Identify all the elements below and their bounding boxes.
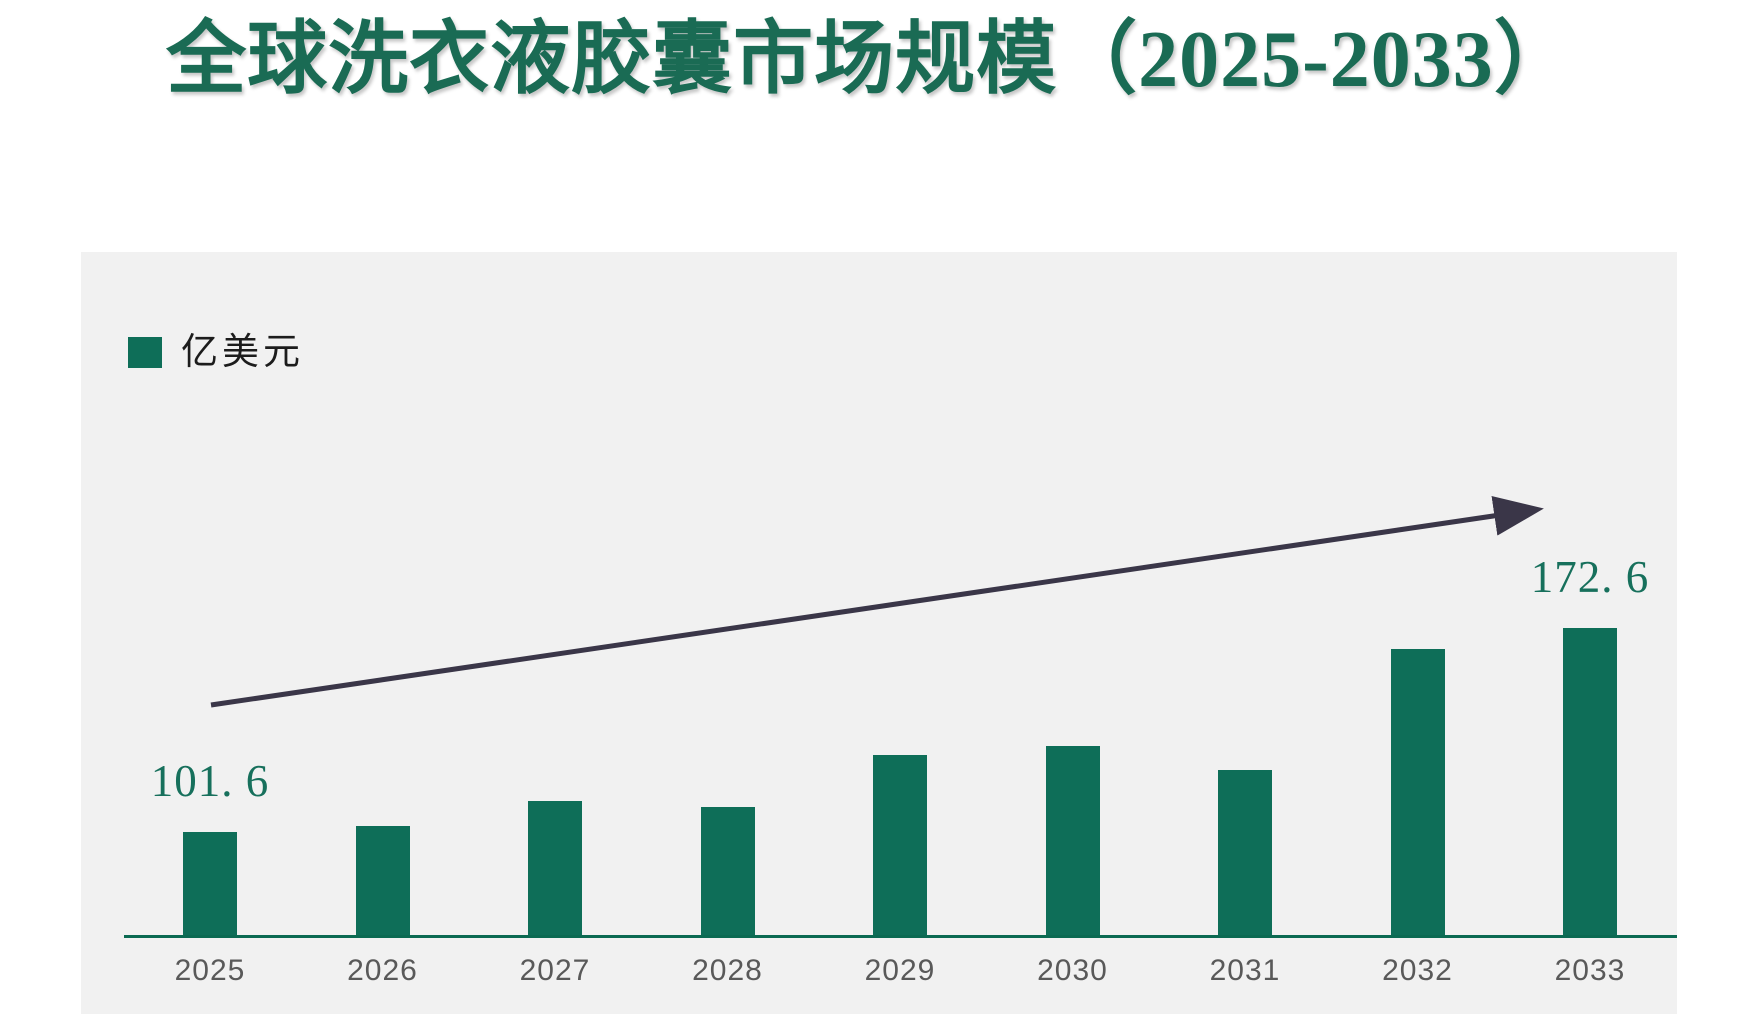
x-tick-2033: 2033 xyxy=(1554,954,1626,987)
trend-arrow-line xyxy=(210,496,1544,708)
x-axis-line xyxy=(124,935,1677,938)
bar-2028 xyxy=(700,807,755,936)
value-label-2025: 101. 6 xyxy=(150,756,270,806)
x-tick-2031: 2031 xyxy=(1209,954,1281,987)
x-tick-2028: 2028 xyxy=(692,954,763,987)
x-tick-2025: 2025 xyxy=(174,954,246,987)
x-tick-2026: 2026 xyxy=(347,954,418,987)
bar-2030 xyxy=(1045,746,1100,936)
legend-swatch-icon xyxy=(128,336,162,368)
bar-2029 xyxy=(873,755,927,936)
chart-panel: 亿美元 101. 6 172. 6 2025 2026 2027 2028 2029 203… xyxy=(81,252,1677,1014)
chart-title: 全球洗衣液胶囊市场规模（2025-2033） xyxy=(166,16,1575,104)
legend-label: 亿美元 xyxy=(181,331,304,373)
x-tick-2032: 2032 xyxy=(1382,954,1453,987)
bar-2025 xyxy=(183,832,237,936)
bar-2026 xyxy=(355,826,410,936)
x-tick-2030: 2030 xyxy=(1037,954,1108,987)
bar-2032 xyxy=(1390,649,1445,936)
bar-2033 xyxy=(1563,628,1617,936)
bar-2031 xyxy=(1218,770,1272,936)
x-tick-2027: 2027 xyxy=(519,954,591,987)
value-label-2033: 172. 6 xyxy=(1530,552,1650,602)
bar-2027 xyxy=(528,801,582,936)
legend: 亿美元 xyxy=(128,332,304,372)
x-tick-2029: 2029 xyxy=(864,954,936,987)
